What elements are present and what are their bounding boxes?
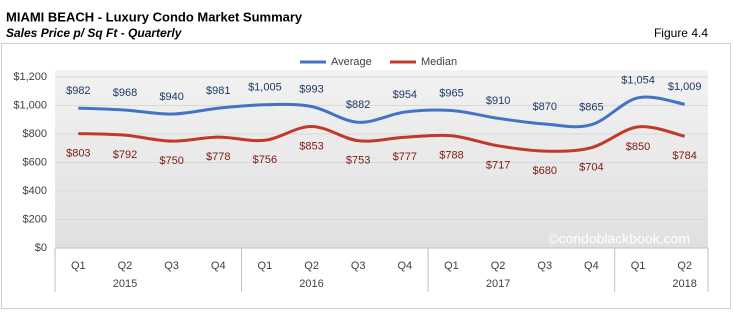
x-tick-label: Q4 — [397, 260, 412, 272]
x-tick-label: Q1 — [444, 260, 459, 272]
x-tick-label: Q2 — [118, 260, 133, 272]
data-label: $704 — [579, 162, 603, 174]
chart-frame — [1, 43, 731, 309]
data-label: $1,005 — [248, 82, 282, 94]
x-tick-label: Q4 — [584, 260, 599, 272]
data-label: $981 — [206, 85, 230, 97]
x-group-label: 2017 — [486, 278, 510, 290]
data-label: $910 — [486, 95, 510, 107]
y-tick-label: $600 — [23, 156, 47, 168]
x-tick-label: Q1 — [71, 260, 86, 272]
figure-label: Figure 4.4 — [654, 26, 708, 40]
data-label: $792 — [113, 149, 137, 161]
x-tick-label: Q2 — [304, 260, 319, 272]
data-label: $968 — [113, 87, 137, 99]
data-label: $1,054 — [621, 75, 655, 87]
data-label: $753 — [346, 155, 370, 167]
data-label: $865 — [579, 102, 603, 114]
data-label: $965 — [439, 87, 463, 99]
line-series — [78, 95, 685, 129]
x-tick-label: Q1 — [258, 260, 273, 272]
y-tick-label: $1,000 — [13, 99, 47, 111]
data-label: $940 — [159, 91, 183, 103]
x-tick-label: Q1 — [631, 260, 646, 272]
y-tick-label: $0 — [35, 242, 47, 254]
data-label: $777 — [393, 151, 417, 163]
y-tick-label: $400 — [23, 185, 47, 197]
x-tick-label: Q3 — [537, 260, 552, 272]
data-label: $788 — [439, 150, 463, 162]
data-label: $784 — [672, 150, 696, 162]
x-tick-label: Q2 — [677, 260, 692, 272]
y-tick-label: $200 — [23, 213, 47, 225]
y-tick-label: $800 — [23, 128, 47, 140]
x-tick-label: Q3 — [351, 260, 366, 272]
data-label: $803 — [66, 147, 90, 159]
watermark: ©condoblackbook.com — [548, 231, 690, 247]
data-label: $778 — [206, 151, 230, 163]
data-label: $717 — [486, 160, 510, 172]
chart-title: MIAMI BEACH - Luxury Condo Market Summar… — [6, 9, 303, 24]
data-label: $954 — [393, 89, 417, 101]
plot-area — [55, 70, 708, 248]
x-group-label: 2015 — [113, 278, 137, 290]
chart-subtitle: Sales Price p/ Sq Ft - Quarterly — [6, 26, 183, 40]
data-label: $1,009 — [668, 81, 702, 93]
data-label: $853 — [299, 140, 323, 152]
x-tick-label: Q2 — [491, 260, 506, 272]
data-label: $850 — [626, 141, 650, 153]
data-label: $750 — [159, 155, 183, 167]
data-label: $756 — [253, 154, 277, 166]
data-label: $993 — [299, 83, 323, 95]
data-label: $680 — [533, 165, 557, 177]
data-label: $882 — [346, 99, 370, 111]
data-label: $870 — [533, 101, 557, 113]
legend-label: Median — [421, 56, 457, 68]
x-group-label: 2018 — [672, 278, 696, 290]
legend-label: Average — [331, 56, 372, 68]
x-tick-label: Q4 — [211, 260, 226, 272]
data-label: $982 — [66, 85, 90, 97]
x-tick-label: Q3 — [164, 260, 179, 272]
y-tick-label: $1,200 — [13, 71, 47, 83]
line-series — [78, 124, 686, 153]
x-group-label: 2016 — [299, 278, 323, 290]
